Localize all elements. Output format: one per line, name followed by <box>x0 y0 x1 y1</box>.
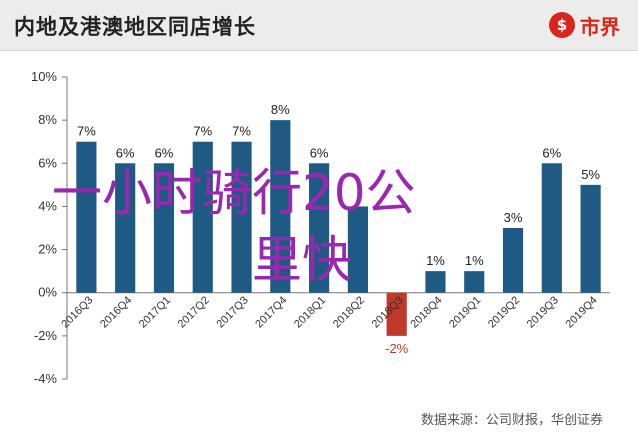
x-tick-label: 2017Q4 <box>253 294 289 330</box>
y-tick-label: 8% <box>38 112 57 127</box>
data-label: 5% <box>581 167 600 182</box>
x-tick-label: 2018Q2 <box>331 294 367 330</box>
x-tick-label: 2019Q2 <box>486 294 522 330</box>
data-label: 6% <box>542 145 561 160</box>
data-label: 6% <box>116 145 135 160</box>
y-tick-label: 6% <box>38 155 57 170</box>
data-label: 3% <box>504 210 523 225</box>
y-tick-label: 10% <box>31 69 57 84</box>
bar <box>309 163 330 293</box>
data-source: 数据来源：公司财报，华创证券 <box>420 413 603 428</box>
bar <box>502 228 524 293</box>
chart-area: -4% -2% 0% 2% 4% 6% 8% 10% 7% 2016Q3 6% 2016Q4 6% 201… <box>0 60 638 405</box>
bar <box>76 141 97 293</box>
data-label: 7% <box>193 124 212 139</box>
y-tick-label: 2% <box>38 242 57 257</box>
x-tick-label: 2018Q4 <box>408 294 444 330</box>
bar <box>192 141 213 293</box>
logo-icon: $ <box>549 12 575 38</box>
bar <box>541 163 562 293</box>
data-label: 7% <box>232 124 251 139</box>
bar <box>270 120 291 293</box>
overlay-text-line-2: 里快 <box>252 231 352 289</box>
chart-header: 内地及港澳地区同店增长 $ 市界 <box>0 0 638 51</box>
x-tick-label: 2017Q3 <box>214 294 250 330</box>
x-tick-label: 2019Q3 <box>525 294 561 330</box>
logo-text: 市界 <box>580 14 620 39</box>
data-label: 1% <box>426 253 445 268</box>
data-label: 8% <box>271 102 290 117</box>
data-label: 6% <box>155 145 174 160</box>
bar <box>580 184 601 293</box>
chart-title: 内地及港澳地区同店增长 <box>14 15 256 39</box>
x-tick-label: 2017Q1 <box>137 294 173 330</box>
data-label: 7% <box>77 124 96 139</box>
x-tick-label: 2016Q3 <box>59 294 95 330</box>
bar <box>386 292 407 336</box>
x-tick-label: 2019Q1 <box>447 294 483 330</box>
x-tick-label: 2018Q1 <box>292 294 328 330</box>
y-tick-label: -4% <box>34 371 58 386</box>
data-label: 1% <box>465 253 484 268</box>
data-label: -2% <box>385 341 409 356</box>
overlay-text-line-1: 一小时骑行20公 <box>52 164 416 222</box>
bar <box>347 206 368 293</box>
bar <box>231 141 252 293</box>
bar <box>153 163 175 293</box>
data-label: 6% <box>310 145 329 160</box>
bar <box>425 271 446 293</box>
y-tick-label: 0% <box>38 285 57 300</box>
x-tick-label: 2019Q4 <box>564 294 600 330</box>
bar <box>464 271 485 293</box>
x-tick-label: 2016Q4 <box>98 294 134 330</box>
x-tick-label: 2017Q2 <box>176 294 212 330</box>
bar <box>115 163 136 293</box>
y-tick-label: 4% <box>38 198 57 213</box>
brand-logo: $ 市界 <box>549 9 620 41</box>
bar-chart: -4% -2% 0% 2% 4% 6% 8% 10% 7% 2016Q3 6% 2016Q4 6% 201… <box>31 69 610 386</box>
y-tick-label: -2% <box>34 328 58 343</box>
